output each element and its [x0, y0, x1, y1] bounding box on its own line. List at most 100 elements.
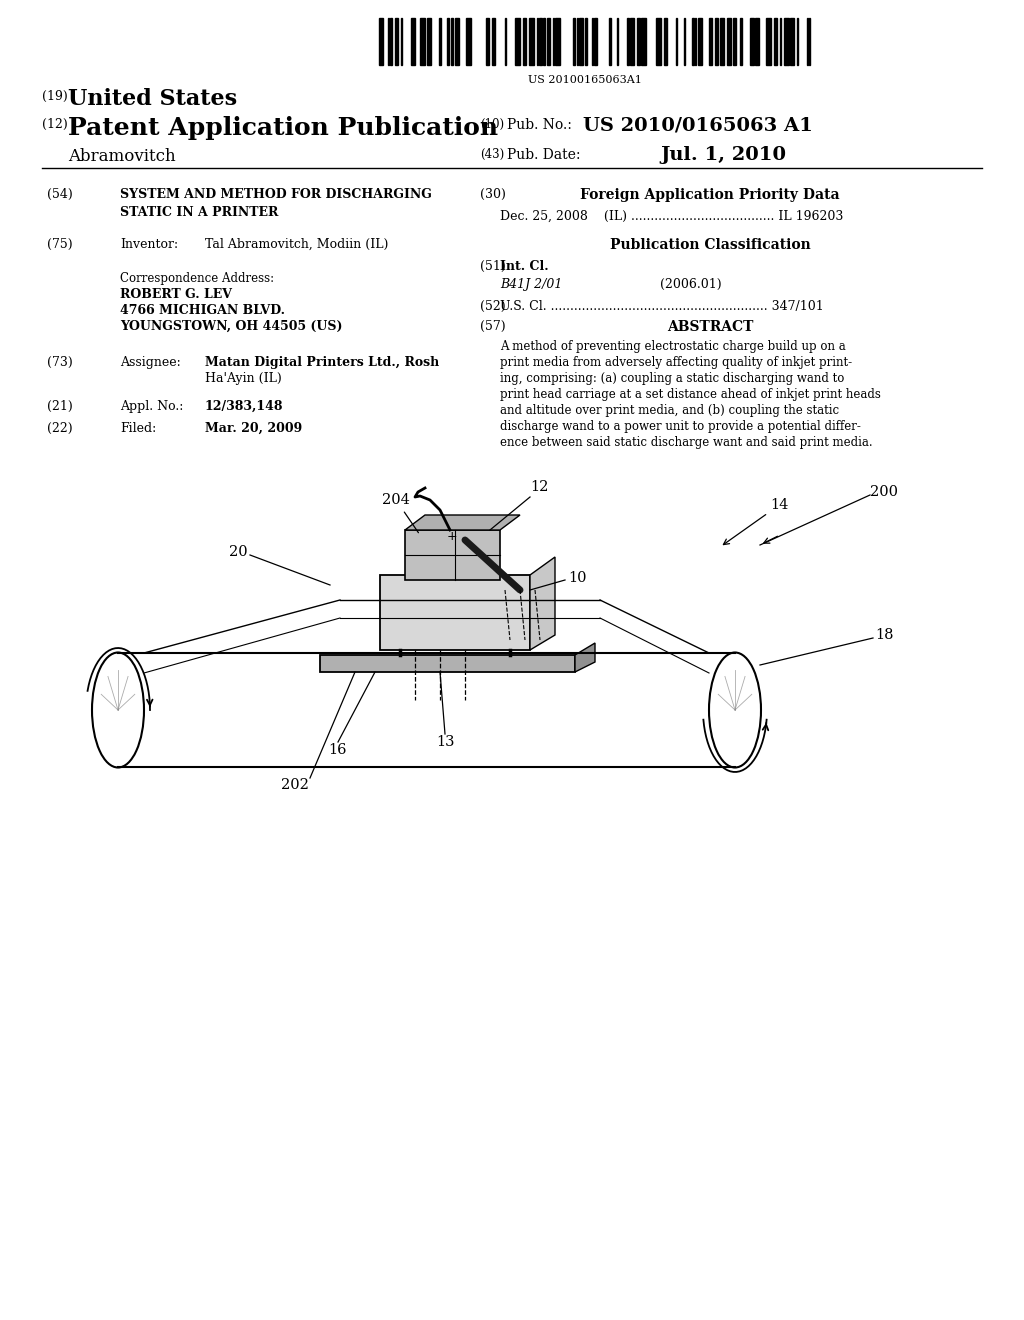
Text: (57): (57) — [480, 319, 506, 333]
Text: Matan Digital Printers Ltd., Rosh: Matan Digital Printers Ltd., Rosh — [205, 356, 439, 370]
Bar — [579, 18, 583, 65]
Text: +: + — [446, 529, 458, 543]
Text: A method of preventing electrostatic charge build up on a: A method of preventing electrostatic cha… — [500, 341, 846, 352]
Bar — [784, 18, 790, 65]
Text: Inventor:: Inventor: — [120, 238, 178, 251]
Text: (19): (19) — [42, 90, 68, 103]
Bar — [585, 18, 587, 65]
Text: Pub. Date:: Pub. Date: — [507, 148, 581, 162]
Bar — [529, 18, 534, 65]
Text: Publication Classification: Publication Classification — [609, 238, 810, 252]
Bar — [486, 18, 489, 65]
Text: print head carriage at a set distance ahead of inkjet print heads: print head carriage at a set distance ah… — [500, 388, 881, 401]
Text: discharge wand to a power unit to provide a potential differ-: discharge wand to a power unit to provid… — [500, 420, 861, 433]
Bar — [539, 18, 542, 65]
Bar — [774, 18, 777, 65]
Text: (10): (10) — [480, 117, 504, 131]
Bar — [627, 18, 629, 65]
Text: (73): (73) — [47, 356, 73, 370]
Bar — [692, 18, 694, 65]
Bar — [492, 18, 495, 65]
Bar — [727, 18, 731, 65]
Bar — [515, 18, 520, 65]
Text: print media from adversely affecting quality of inkjet print-: print media from adversely affecting qua… — [500, 356, 852, 370]
Text: 202: 202 — [281, 777, 309, 792]
Text: U.S. Cl. ........................................................ 347/101: U.S. Cl. ...............................… — [500, 300, 823, 313]
Text: 4766 MICHIGAN BLVD.: 4766 MICHIGAN BLVD. — [120, 304, 285, 317]
Text: Dec. 25, 2008    (IL) ..................................... IL 196203: Dec. 25, 2008 (IL) .....................… — [500, 210, 844, 223]
Bar — [555, 18, 560, 65]
Text: 16: 16 — [329, 743, 347, 756]
Bar — [733, 18, 736, 65]
Text: 10: 10 — [568, 572, 587, 585]
Text: (52): (52) — [480, 300, 506, 313]
Text: Foreign Application Priority Data: Foreign Application Priority Data — [581, 187, 840, 202]
Text: Abramovitch: Abramovitch — [68, 148, 176, 165]
Text: Correspondence Address:: Correspondence Address: — [120, 272, 274, 285]
Bar — [720, 18, 724, 65]
Text: United States: United States — [68, 88, 238, 110]
Text: SYSTEM AND METHOD FOR DISCHARGING: SYSTEM AND METHOD FOR DISCHARGING — [120, 187, 432, 201]
Bar — [750, 18, 754, 65]
Bar — [451, 18, 453, 65]
Bar — [664, 18, 667, 65]
Text: 204: 204 — [382, 492, 419, 533]
Polygon shape — [406, 515, 520, 531]
Bar — [455, 18, 459, 65]
Text: Appl. No.:: Appl. No.: — [120, 400, 183, 413]
Text: 18: 18 — [874, 628, 894, 642]
Text: (75): (75) — [47, 238, 73, 251]
Bar — [447, 18, 449, 65]
Text: 200: 200 — [870, 484, 898, 499]
Bar — [790, 18, 794, 65]
Bar — [406, 531, 500, 579]
Text: (54): (54) — [47, 187, 73, 201]
Text: Assignee:: Assignee: — [120, 356, 181, 370]
Bar — [740, 18, 742, 65]
Bar — [755, 18, 759, 65]
Bar — [609, 18, 611, 65]
Bar — [523, 18, 526, 65]
Bar — [641, 18, 646, 65]
Text: 14: 14 — [770, 498, 788, 512]
Text: Patent Application Publication: Patent Application Publication — [68, 116, 498, 140]
Bar — [637, 18, 640, 65]
Bar — [594, 18, 597, 65]
Text: 12: 12 — [530, 480, 549, 494]
Text: (12): (12) — [42, 117, 68, 131]
Bar — [709, 18, 712, 65]
Text: (43): (43) — [480, 148, 504, 161]
Polygon shape — [530, 557, 555, 649]
Text: YOUNGSTOWN, OH 44505 (US): YOUNGSTOWN, OH 44505 (US) — [120, 319, 342, 333]
Text: Mar. 20, 2009: Mar. 20, 2009 — [205, 422, 302, 436]
Bar — [766, 18, 771, 65]
Text: (30): (30) — [480, 187, 506, 201]
Bar — [411, 18, 415, 65]
Text: (21): (21) — [47, 400, 73, 413]
Bar — [420, 18, 425, 65]
Text: ROBERT G. LEV: ROBERT G. LEV — [120, 288, 232, 301]
Bar — [319, 655, 575, 672]
Text: B41J 2/01: B41J 2/01 — [500, 279, 562, 290]
Bar — [390, 18, 392, 65]
Bar — [427, 18, 431, 65]
Text: 12/383,148: 12/383,148 — [205, 400, 284, 413]
Text: Tal Abramovitch, Modiin (IL): Tal Abramovitch, Modiin (IL) — [205, 238, 388, 251]
Bar — [698, 18, 702, 65]
Text: ence between said static discharge want and said print media.: ence between said static discharge want … — [500, 436, 872, 449]
Text: 13: 13 — [436, 735, 455, 748]
Bar — [630, 18, 634, 65]
Bar — [379, 18, 383, 65]
Text: US 2010/0165063 A1: US 2010/0165063 A1 — [583, 116, 813, 135]
Polygon shape — [575, 643, 595, 672]
Text: ABSTRACT: ABSTRACT — [667, 319, 754, 334]
Bar — [547, 18, 550, 65]
Text: STATIC IN A PRINTER: STATIC IN A PRINTER — [120, 206, 279, 219]
Text: US 20100165063A1: US 20100165063A1 — [528, 75, 642, 84]
Bar — [380, 576, 530, 649]
Text: ing, comprising: (a) coupling a static discharging wand to: ing, comprising: (a) coupling a static d… — [500, 372, 845, 385]
Text: Filed:: Filed: — [120, 422, 157, 436]
Text: 20: 20 — [229, 545, 248, 558]
Text: and altitude over print media, and (b) coupling the static: and altitude over print media, and (b) c… — [500, 404, 839, 417]
Text: Ha'Ayin (IL): Ha'Ayin (IL) — [205, 372, 282, 385]
